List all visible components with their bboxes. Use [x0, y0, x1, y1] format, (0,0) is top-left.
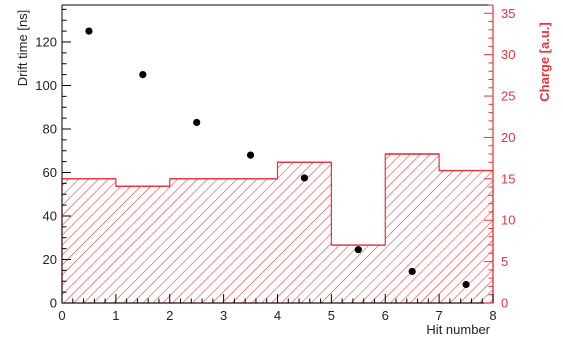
left-tick-label: 0 — [50, 296, 57, 311]
y-axis-label: Drift time [ns] — [15, 10, 30, 87]
data-point — [300, 174, 309, 182]
data-point — [139, 71, 147, 79]
data-point — [193, 118, 201, 127]
right-tick-label: 0 — [501, 296, 508, 311]
bottom-tick-label: 3 — [220, 308, 227, 323]
bottom-tick-label: 8 — [489, 308, 496, 323]
data-point — [408, 267, 416, 276]
left-tick-label: 20 — [43, 252, 57, 267]
y2-axis-label: Charge [a.u.] — [537, 22, 552, 101]
data-point — [354, 246, 362, 254]
right-axis: 0 5 10 15 20 25 30 35 — [484, 4, 515, 311]
left-tick-label: 80 — [43, 121, 57, 136]
bottom-tick-label: 6 — [382, 308, 389, 323]
right-tick-label: 35 — [501, 6, 515, 21]
data-point — [462, 280, 470, 289]
left-tick-label: 100 — [35, 78, 57, 93]
bottom-tick-label: 7 — [436, 308, 443, 323]
data-point — [85, 27, 93, 35]
right-tick-label: 15 — [501, 171, 515, 186]
right-tick-label: 20 — [501, 130, 515, 145]
left-tick-label: 60 — [43, 165, 57, 180]
histogram-layer — [61, 153, 494, 304]
x-axis-label: Hit number — [426, 322, 490, 337]
right-tick-label: 30 — [501, 47, 515, 62]
left-tick-label: 40 — [43, 208, 57, 223]
left-axis: 0 20 40 60 80 100 120 — [35, 8, 71, 311]
bottom-axis: 0 1 2 3 4 5 6 7 8 — [58, 294, 497, 323]
bottom-tick-label: 4 — [274, 308, 281, 323]
scatter-layer — [85, 27, 470, 289]
bottom-tick-label: 0 — [58, 308, 65, 323]
bottom-tick-label: 2 — [166, 308, 173, 323]
data-point — [246, 151, 255, 159]
right-tick-label: 10 — [501, 213, 515, 228]
left-tick-label: 120 — [35, 34, 57, 49]
histogram-area — [61, 153, 494, 304]
right-tick-label: 25 — [501, 89, 515, 104]
bottom-tick-label: 1 — [112, 308, 119, 323]
right-tick-label: 5 — [501, 254, 508, 269]
bottom-tick-label: 5 — [328, 308, 335, 323]
